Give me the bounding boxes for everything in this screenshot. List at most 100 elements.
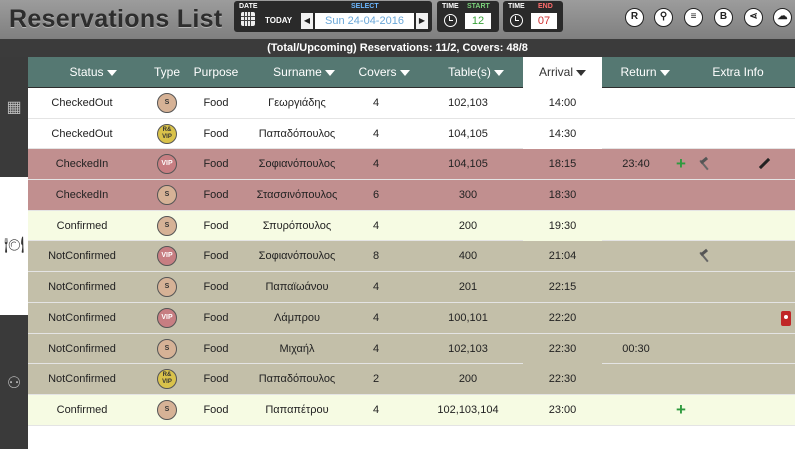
purpose-cell: Food [203, 342, 229, 355]
column-extra-info[interactable]: Extra Info [712, 65, 764, 79]
type-badge-s: S [157, 215, 177, 236]
covers-cell: 4 [372, 342, 380, 355]
end-label: END [538, 3, 553, 10]
caret-down-icon [659, 69, 670, 76]
surname-cell: Λάμπρου [273, 311, 321, 324]
arrival-highlight [523, 272, 602, 303]
table-row[interactable]: NotConfirmed VIP Food Σοφιανόπουλος 8 40… [28, 241, 795, 273]
pen-icon[interactable] [757, 157, 771, 171]
table-row[interactable]: NotConfirmed S Food Μιχαήλ 4 102,103 22:… [28, 333, 795, 365]
column-tables[interactable]: Table(s) [442, 57, 510, 88]
surname-cell: Παπαδόπουλος [258, 373, 336, 386]
return-cell [608, 241, 664, 271]
tables-cell: 201 [458, 281, 478, 294]
tag-icon[interactable] [781, 310, 791, 326]
calendar-icon[interactable] [241, 12, 255, 26]
clock-icon [444, 14, 457, 27]
arrival-highlight [523, 241, 602, 272]
arrival-cell: 14:00 [548, 97, 577, 109]
column-surname[interactable]: Surname [258, 57, 350, 88]
purpose-cell: Food [203, 250, 229, 263]
search-icon[interactable]: ⚲ [654, 8, 673, 27]
column-covers[interactable]: Covers [354, 57, 414, 88]
table-row[interactable]: NotConfirmed R& VIP Food Παπαδόπουλος 2 2… [28, 364, 795, 395]
cloud-download-icon[interactable]: ☁ [773, 8, 792, 27]
share-icon[interactable]: ⋖ [744, 8, 763, 27]
grid-icon[interactable]: ▦ [6, 99, 22, 116]
next-date-button[interactable]: ▶ [416, 13, 428, 29]
cutlery-icon[interactable]: 🍽 [3, 237, 25, 254]
surname-cell: Παπαδόπουλος [258, 127, 336, 140]
covers-cell: 4 [372, 158, 380, 171]
column-status[interactable]: Status [28, 57, 158, 88]
return-cell: 23:40 [622, 158, 650, 171]
table-row[interactable]: Confirmed S Food Σπυρόπουλος 4 200 19:30 [28, 210, 795, 242]
people-icon[interactable]: ⚇ [6, 375, 22, 392]
purpose-cell: Food [203, 373, 229, 386]
purpose-cell: Food [203, 158, 229, 171]
hammer-icon[interactable] [697, 249, 711, 263]
purpose-cell: Food [203, 403, 229, 416]
reservation-icon[interactable]: R [625, 8, 644, 27]
arrival-cell: 19:30 [548, 219, 577, 232]
purpose-cell: Food [203, 97, 229, 109]
date-selector: DATE SELECT TODAY ◀ Sun 24-04-2016 ▶ [234, 1, 432, 32]
return-cell [608, 180, 664, 210]
time-start-field[interactable]: 12 [465, 13, 491, 29]
surname-cell: Παπαπέτρου [265, 403, 329, 416]
covers-cell: 2 [372, 373, 380, 386]
caret-down-icon [324, 69, 335, 76]
table-row[interactable]: NotConfirmed S Food Παπαϊωάνου 4 201 22:… [28, 272, 795, 303]
return-cell [608, 395, 664, 425]
table-row[interactable]: CheckedOut S Food Γεωργιάδης 4 102,103 1… [28, 88, 795, 119]
type-badge-s: S [157, 93, 177, 113]
arrival-highlight [523, 394, 602, 425]
type-badge-vip: VIP [157, 307, 177, 328]
prev-date-button[interactable]: ◀ [301, 13, 313, 29]
time-end-field[interactable]: 07 [531, 13, 557, 29]
type-badge-s: S [157, 185, 177, 206]
arrival-cell: 23:00 [548, 403, 577, 416]
hammer-icon[interactable] [697, 157, 711, 171]
table-row[interactable]: CheckedIn VIP Food Σοφιανόπουλος 4 104,1… [28, 149, 795, 181]
table-row[interactable]: CheckedIn S Food Στασσινόπουλος 6 300 18… [28, 180, 795, 211]
select-label: SELECT [351, 3, 379, 10]
tables-cell: 200 [458, 373, 478, 386]
arrival-cell: 22:20 [548, 311, 577, 324]
caret-down-icon [576, 69, 586, 76]
today-button[interactable]: TODAY [265, 16, 293, 25]
arrival-highlight [523, 149, 602, 180]
purpose-cell: Food [203, 281, 229, 294]
table-row[interactable]: Confirmed S Food Παπαπέτρου 4 102,103,10… [28, 394, 795, 426]
covers-cell: 4 [372, 311, 380, 324]
purpose-cell: Food [203, 219, 229, 232]
date-field[interactable]: Sun 24-04-2016 [315, 13, 414, 29]
column-type[interactable]: Type [153, 65, 180, 79]
covers-cell: 4 [372, 403, 380, 416]
list-icon[interactable]: ≡ [684, 8, 703, 27]
column-return[interactable]: Return [616, 57, 674, 88]
column-arrival[interactable]: Arrival [523, 57, 602, 88]
covers-cell: 4 [372, 281, 380, 294]
b-icon[interactable]: B [714, 8, 733, 27]
page-title: Reservations List [9, 5, 223, 33]
return-cell [608, 303, 664, 333]
add-icon[interactable]: + [676, 399, 686, 419]
type-badge-rvip: R& VIP [157, 123, 177, 144]
table-row[interactable]: CheckedOut R& VIP Food Παπαδόπουλος 4 104… [28, 118, 795, 150]
table-row[interactable]: NotConfirmed VIP Food Λάμπρου 4 100,101 … [28, 302, 795, 334]
type-badge-vip: VIP [157, 154, 177, 175]
column-purpose[interactable]: Purpose [193, 65, 239, 79]
covers-cell: 6 [372, 189, 380, 202]
reservations-table: Status Type Purpose Surname Covers Table… [28, 57, 795, 426]
surname-cell: Παπαϊωάνου [265, 281, 329, 294]
covers-cell: 8 [372, 250, 380, 263]
add-icon[interactable]: + [676, 154, 686, 174]
arrival-highlight [523, 333, 602, 364]
summary-bar: (Total/Upcoming) Reservations: 11/2, Cov… [0, 39, 795, 57]
surname-cell: Στασσινόπουλος [256, 189, 338, 202]
arrival-cell: 14:30 [548, 127, 577, 140]
start-label: START [467, 3, 490, 10]
purpose-cell: Food [203, 189, 229, 202]
return-cell [608, 119, 664, 149]
